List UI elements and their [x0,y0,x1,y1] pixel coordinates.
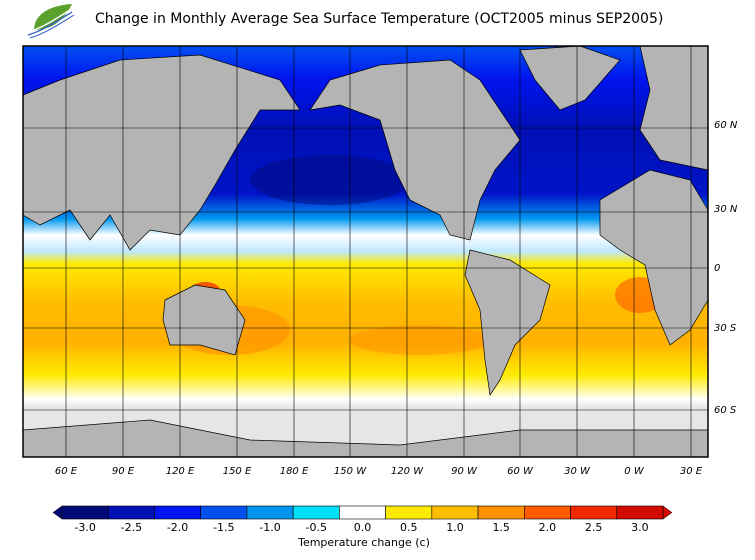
colorbar-tick-label: -1.0 [259,521,280,534]
colorbar-swatch [616,505,664,520]
lat-label: 30 N [714,204,738,215]
colorbar-swatch [154,505,201,520]
colorbar-swatch [431,505,479,520]
colorbar-swatch [339,505,386,520]
colorbar-swatch [200,505,248,520]
lon-label: 150 E [223,466,252,477]
colorbar-tick-label: 1.0 [446,521,464,534]
colorbar-swatch [61,505,109,520]
colorbar-title: Temperature change (c) [297,536,430,549]
colorbar-tick-label: -2.5 [121,521,142,534]
land-africa [599,169,708,346]
colorbar-tick-label: 2.5 [585,521,603,534]
colorbar-tick-label: -0.5 [306,521,327,534]
colorbar-tick-label: -1.5 [213,521,234,534]
colorbar-swatch [246,505,294,520]
colorbar-swatch [477,505,525,520]
colorbar-low-arrow [52,505,63,520]
lon-label: 150 W [334,466,367,477]
lon-label: 120 W [391,466,424,477]
land-asia [23,54,301,251]
colorbar-tick-label: 1.5 [492,521,510,534]
colorbar-tick-label: 0.5 [400,521,418,534]
map-frame [22,45,709,458]
warm-anomaly [350,325,490,355]
colorbar-tick-label: 2.0 [539,521,557,534]
lat-label: 30 S [714,323,737,334]
colorbar-swatch [570,505,618,520]
colorbar-tick-label: 3.0 [631,521,649,534]
colorbar-high-arrow [662,505,673,520]
lon-label: 60 W [507,466,534,477]
colorbar: -3.0 -2.5 -2.0 -1.5 -1.0 -0.5 0.0 0.5 1.0 1.5 2.0 2… [52,505,673,534]
land-greenland [519,46,621,111]
land-australia [162,284,246,356]
lon-label: 90 W [451,466,478,477]
colorbar-swatch [107,505,155,520]
lon-label: 0 W [624,466,645,477]
land-north-america [309,59,521,241]
colorbar-tick-label: 0.0 [354,521,372,534]
lon-label: 120 E [166,466,195,477]
colorbar-tick-label: -3.0 [74,521,95,534]
land-south-america [464,249,551,396]
colorbar-swatch [292,505,340,520]
colorbar-swatch [524,505,571,520]
cool-anomaly [250,155,410,205]
lat-label: 60 S [714,405,737,416]
lat-label: 0 [714,263,720,274]
lon-label: 180 E [280,466,309,477]
lon-label: 60 E [55,466,78,477]
lon-label: 30 E [680,466,703,477]
colorbar-swatch [385,505,433,520]
lon-label: 90 E [112,466,135,477]
chart-title: Change in Monthly Average Sea Surface Te… [95,11,664,27]
lat-label: 60 N [714,120,738,131]
leaf-logo [24,2,76,42]
longitude-labels: 60 E 90 E 120 E 150 E 180 E 150 W 120 W … [55,466,703,477]
latitude-labels: 60 N 30 N 0 30 S 60 S [714,120,738,416]
colorbar-tick-label: -2.0 [167,521,188,534]
graticule [23,46,708,457]
lon-label: 30 W [564,466,591,477]
